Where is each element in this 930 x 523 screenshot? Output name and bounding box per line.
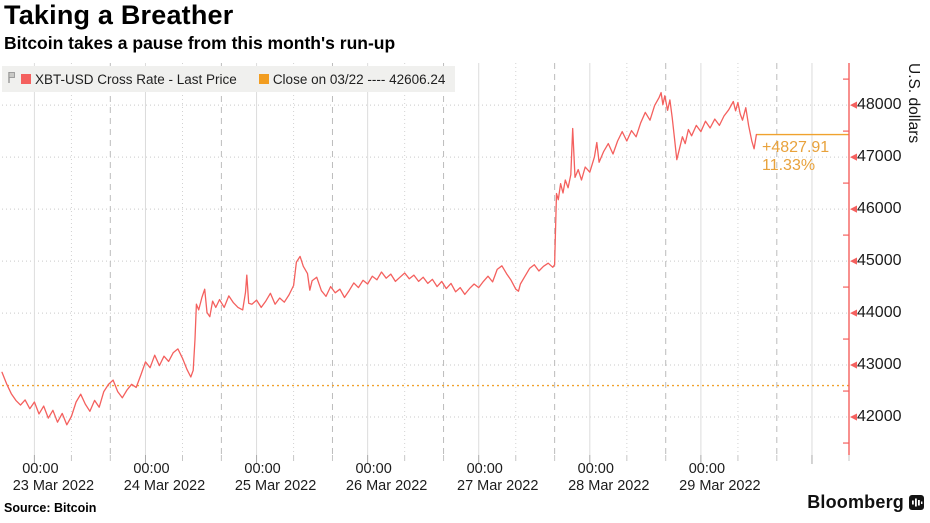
y-tick-label: 43000 [857, 356, 902, 374]
y-tick-label: 45000 [857, 252, 902, 270]
x-tick-time: 00:00 [133, 461, 170, 477]
x-tick-time: 00:00 [577, 461, 614, 477]
bloomberg-bars-icon [909, 495, 924, 510]
x-tick-date: 24 Mar 2022 [123, 478, 206, 494]
y-axis-title: U.S. dollars [905, 63, 922, 144]
legend-label-close: Close on 03/22 ---- 42606.24 [272, 71, 446, 87]
x-tick-time: 00:00 [466, 461, 503, 477]
pin-icon [7, 71, 16, 87]
legend-item-last-price: XBT-USD Cross Rate - Last Price [17, 72, 237, 87]
x-tick-time: 00:00 [22, 461, 59, 477]
y-tick-label: 47000 [857, 148, 902, 166]
x-tick-time: 00:00 [688, 461, 726, 477]
legend-item-close: Close on 03/22 ---- 42606.24 [255, 71, 446, 87]
x-tick-time: 00:00 [355, 461, 392, 477]
y-tick-label: 48000 [857, 96, 902, 114]
x-tick-time: 00:00 [244, 461, 281, 477]
x-tick-date: 27 Mar 2022 [457, 478, 539, 494]
series-swatch-red [21, 74, 31, 84]
y-tick-label: 44000 [857, 304, 902, 322]
bloomberg-wordmark: Bloomberg [807, 492, 904, 512]
x-tick-date: 29 Mar 2022 [679, 478, 761, 494]
chart-subtitle: Bitcoin takes a pause from this month's … [4, 33, 396, 53]
legend-label-last-price: XBT-USD Cross Rate - Last Price [35, 71, 237, 87]
x-tick-date: 23 Mar 2022 [12, 478, 95, 494]
page-title: Taking a Breather [4, 0, 234, 30]
last-price-change-annotation: +4827.91 [762, 139, 830, 156]
y-tick-label: 42000 [857, 408, 902, 426]
y-tick-label: 46000 [857, 200, 902, 218]
x-tick-date: 25 Mar 2022 [234, 478, 317, 494]
x-tick-date: 26 Mar 2022 [345, 478, 428, 494]
chart-legend: XBT-USD Cross Rate - Last Price Close on… [2, 66, 456, 92]
bloomberg-logo: Bloomberg [807, 492, 924, 513]
series-swatch-orange [258, 74, 269, 84]
last-price-percent-annotation: 11.33% [762, 157, 816, 174]
source-note: Source: Bitcoin [4, 501, 97, 515]
x-tick-date: 28 Mar 2022 [568, 478, 650, 494]
